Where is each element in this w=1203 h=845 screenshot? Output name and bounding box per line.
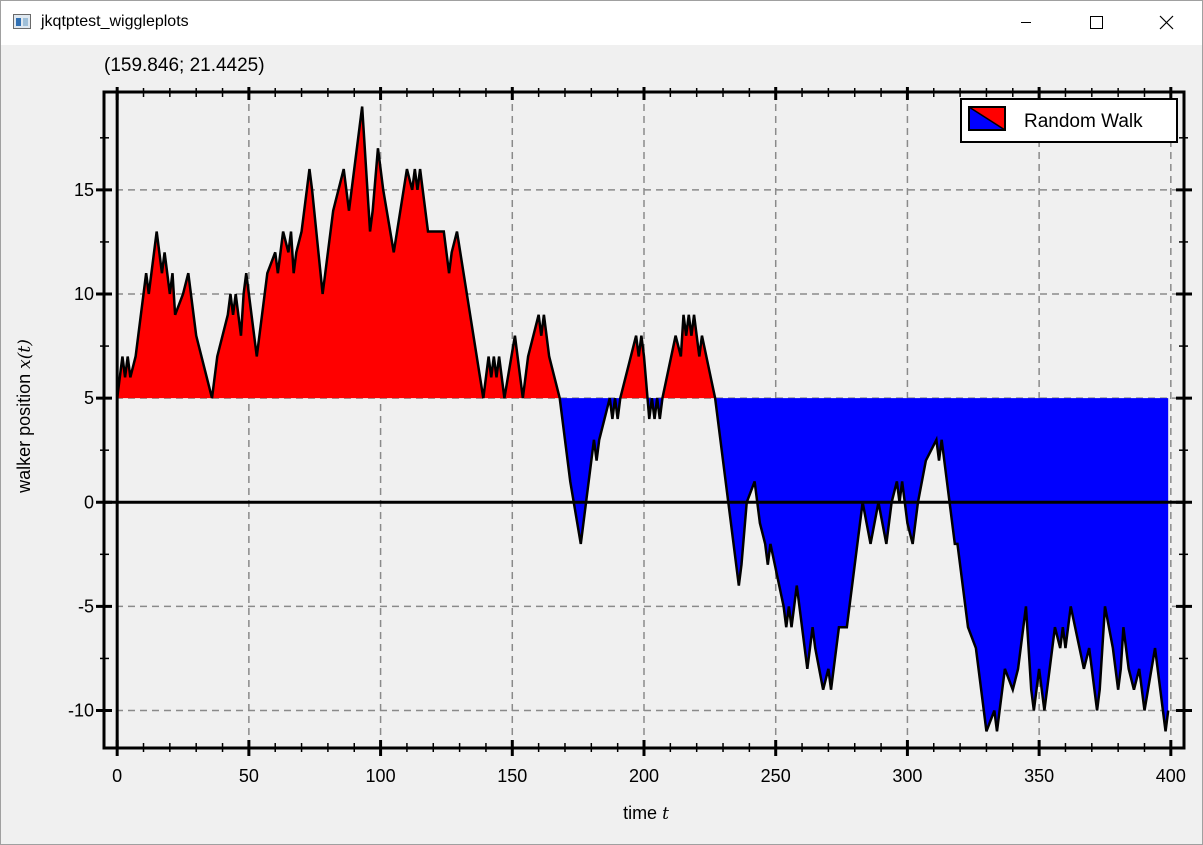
x-axis-label: time t — [623, 803, 669, 824]
y-tick-label: 10 — [74, 284, 94, 304]
x-tick-label: 150 — [497, 766, 527, 786]
y-axis-label-text: walker position — [14, 374, 34, 494]
legend-label: Random Walk — [1024, 111, 1143, 132]
random-walk-series — [115, 106, 1170, 732]
maximize-icon — [1090, 16, 1103, 29]
y-tick-label: -10 — [68, 701, 94, 721]
zero-axis-lines — [104, 92, 1184, 748]
minimize-icon — [1021, 22, 1031, 23]
y-axis-label: walker position x(t) — [14, 339, 35, 494]
x-tick-label: 250 — [761, 766, 791, 786]
x-tick-label: 400 — [1156, 766, 1186, 786]
minimize-button[interactable] — [1003, 1, 1049, 45]
x-tick-label: 0 — [112, 766, 122, 786]
x-tick-label: 50 — [239, 766, 259, 786]
x-tick-label: 350 — [1024, 766, 1054, 786]
wiggle-fill-areas — [117, 106, 1169, 732]
y-tick-label: 15 — [74, 180, 94, 200]
random-walk-line — [115, 106, 1170, 732]
y-tick-label: 5 — [84, 388, 94, 408]
axis-ticks — [96, 87, 1192, 756]
x-axis-label-var: t — [662, 804, 669, 824]
y-tick-label: -5 — [78, 596, 94, 616]
close-icon — [1159, 15, 1174, 30]
x-tick-label: 200 — [629, 766, 659, 786]
axis-tick-labels: 0 50 100 150 200 250 300 350 400 -10 -5 0 5 10 15 — [68, 180, 1186, 786]
x-tick-label: 300 — [892, 766, 922, 786]
x-axis-label-text: time — [623, 803, 657, 823]
close-button[interactable] — [1143, 1, 1189, 45]
maximize-button[interactable] — [1073, 1, 1119, 45]
app-icon — [13, 14, 31, 29]
title-bar[interactable]: jkqtptest_wiggleplots — [1, 1, 1202, 45]
y-tick-label: 0 — [84, 492, 94, 512]
legend-swatch — [968, 106, 1006, 131]
x-tick-label: 100 — [366, 766, 396, 786]
window-title: jkqtptest_wiggleplots — [41, 13, 189, 30]
legend[interactable]: Random Walk — [960, 98, 1178, 143]
coordinate-readout: (159.846; 21.4425) — [104, 55, 265, 76]
negative-fill — [117, 398, 1169, 732]
y-axis-label-var: x(t) — [15, 339, 35, 369]
positive-fill — [117, 106, 1169, 399]
